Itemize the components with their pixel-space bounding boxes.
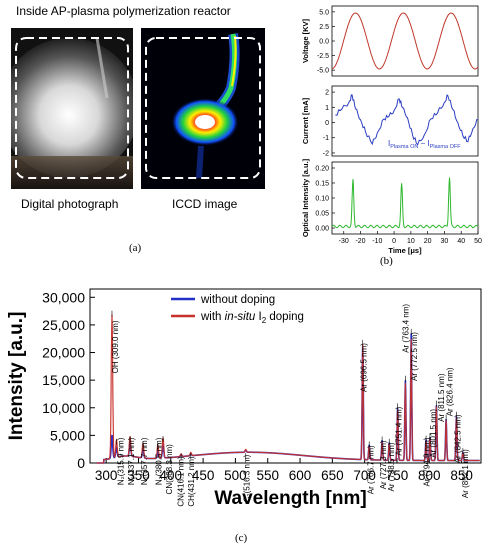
y-tick-label: 0.20 xyxy=(315,166,329,173)
y-tick-label: -2.5 xyxy=(317,53,329,60)
y-tick-label: -5.0 xyxy=(317,68,329,75)
x-tick-label: 700 xyxy=(353,468,376,483)
x-tick-label: 400 xyxy=(160,468,183,483)
annotation-label: OH (309.0 nm) xyxy=(111,320,120,373)
panel-b-label: (b) xyxy=(380,255,393,267)
annotation-label: Ar (706.7 nm) xyxy=(367,445,376,494)
y-axis-label: Current [mA] xyxy=(301,97,310,144)
series-line xyxy=(335,94,479,146)
x-tick-label: 500 xyxy=(224,468,247,483)
subplot-frame xyxy=(331,85,479,157)
iccd-image xyxy=(141,28,265,189)
x-tick-label: 20 xyxy=(424,238,432,245)
x-tick-label: -20 xyxy=(355,238,365,245)
y-tick-label: 5,000 xyxy=(50,427,85,443)
series-line xyxy=(331,177,479,229)
annotation-label: Ar (763.4 nm) xyxy=(402,304,411,353)
y-tick-label: 0.00 xyxy=(315,226,329,233)
y-tick-label: 1 xyxy=(325,105,329,112)
y-tick-label: 0.10 xyxy=(315,196,329,203)
annotation-label: N₂(315.9 nm) xyxy=(117,437,126,485)
annotation-label: Ar (794.9 nm) xyxy=(422,437,431,486)
y-axis-label: Intensity [a.u.] xyxy=(6,312,27,441)
spectrum-axes: 0 5,000 10,000 15,000 20,000 25,000 30,000 300 3… xyxy=(6,288,482,509)
annotation-label: Ar (738.5 nm) xyxy=(387,442,396,491)
caption-iccd-image: ICCD image xyxy=(172,197,238,211)
caption-digital-photograph: Digital photograph xyxy=(21,197,119,211)
voltage-subplot: 5.0 2.5 0.0 -2.5 -5.0 Voltage [KV] xyxy=(301,5,479,77)
x-tick-label: 40 xyxy=(457,238,465,245)
y-axis-label: Voltage [KV] xyxy=(301,18,310,63)
y-tick-label: 0.15 xyxy=(315,181,329,188)
x-axis-label: Time [μs] xyxy=(388,246,422,255)
annotation-label: Ar (727.3 nm) xyxy=(379,440,388,489)
annotation-label: C₂(516.3 nm) xyxy=(243,454,252,502)
x-tick-label: 10 xyxy=(407,238,415,245)
annotation-label: Ar (772.5 nm) xyxy=(410,332,419,381)
y-tick-label: 10,000 xyxy=(42,400,85,416)
spectrum-annotations: OH (309.0 nm) N₂(315.9 nm) N₂(337.1 nm) N₂(… xyxy=(111,304,470,507)
x-tick-label: 450 xyxy=(192,468,215,483)
optical-intensity-subplot: 0.20 0.15 0.10 0.05 0.00 Optical Intensity [a… xyxy=(301,158,482,255)
spectrum-line xyxy=(96,314,480,464)
y-tick-label: 15,000 xyxy=(42,372,85,388)
x-tick-label: -10 xyxy=(372,238,382,245)
current-annotation: IPlasma ON − IPlasma OFF xyxy=(388,139,461,150)
annotation-label: N₂(357.7 nm) xyxy=(140,437,149,485)
annotation-label: Ar (811.5 nm) xyxy=(437,373,446,422)
y-tick-label: 0.0 xyxy=(319,39,329,46)
x-tick-label: 300 xyxy=(95,468,118,483)
x-tick-label: 550 xyxy=(256,468,279,483)
x-tick-label: 30 xyxy=(441,238,449,245)
annotation-label: N₂(337.1 nm) xyxy=(127,437,136,485)
annotation-label: Ar (826.4 nm) xyxy=(446,367,455,416)
panel-a-title: Inside AP-plasma polymerization reactor xyxy=(16,4,231,18)
annotation-label: Ar (696.5 nm) xyxy=(360,343,369,392)
x-tick-label: 600 xyxy=(289,468,312,483)
annotation-label: CN(416.1 nm) xyxy=(177,456,186,507)
y-axis-label: Optical Intensity [a.u.] xyxy=(301,158,310,237)
x-tick-label: 850 xyxy=(450,468,473,483)
y-tick-label: 2.5 xyxy=(319,24,329,31)
y-tick-label: 0.05 xyxy=(315,211,329,218)
x-tick-label: 650 xyxy=(321,468,344,483)
y-tick-label: 0 xyxy=(325,120,329,127)
annotation-label: N₂(380.5 nm) xyxy=(155,437,164,485)
annotation-label: Ar (842.5 nm) xyxy=(453,414,462,463)
panel-c-label: (c) xyxy=(235,532,248,544)
x-axis-label: Wavelength [nm] xyxy=(214,488,366,509)
y-tick-label: 0 xyxy=(77,455,85,471)
legend-label-with-doping: with in-situ I2 doping xyxy=(200,311,304,325)
spectrum-legend: without doping with in-situ I2 doping xyxy=(171,294,304,325)
x-tick-label: 750 xyxy=(386,468,409,483)
y-tick-label: 25,000 xyxy=(42,317,85,333)
x-tick-label: 50 xyxy=(474,238,482,245)
panel-a-label: (a) xyxy=(129,242,142,254)
digital-photograph xyxy=(11,28,133,189)
x-tick-label: -30 xyxy=(339,238,349,245)
y-tick-label: 20,000 xyxy=(42,345,85,361)
subplot-frame xyxy=(331,5,479,77)
annotation-label: CH(431.2 nm) xyxy=(187,456,196,507)
y-tick-label: 5.0 xyxy=(319,9,329,16)
x-tick-label: 0 xyxy=(392,238,396,245)
plot-frame xyxy=(89,288,482,464)
x-tick-label: 800 xyxy=(418,468,441,483)
y-tick-label: -1 xyxy=(323,135,329,142)
y-tick-label: 2 xyxy=(325,90,329,97)
legend-label-without-doping: without doping xyxy=(200,294,275,306)
annotation-label: Ar (801.5 nm) xyxy=(429,409,438,458)
annotation-label: Ar (751.4 nm) xyxy=(395,406,404,455)
panel-c-chart: 0 5,000 10,000 15,000 20,000 25,000 30,000 300 3… xyxy=(6,288,482,509)
spectrum-series xyxy=(96,314,480,464)
annotation-label: CN(388.3 nm) xyxy=(165,444,174,495)
annotation-label: Ar (852.1 nm) xyxy=(461,449,470,498)
current-subplot: 2 1 0 -1 -2 Current [mA] xyxy=(301,85,479,157)
y-tick-label: 30,000 xyxy=(42,289,85,305)
y-tick-label: -2 xyxy=(323,150,329,157)
x-tick-label: 350 xyxy=(127,468,150,483)
series-line xyxy=(331,12,479,70)
